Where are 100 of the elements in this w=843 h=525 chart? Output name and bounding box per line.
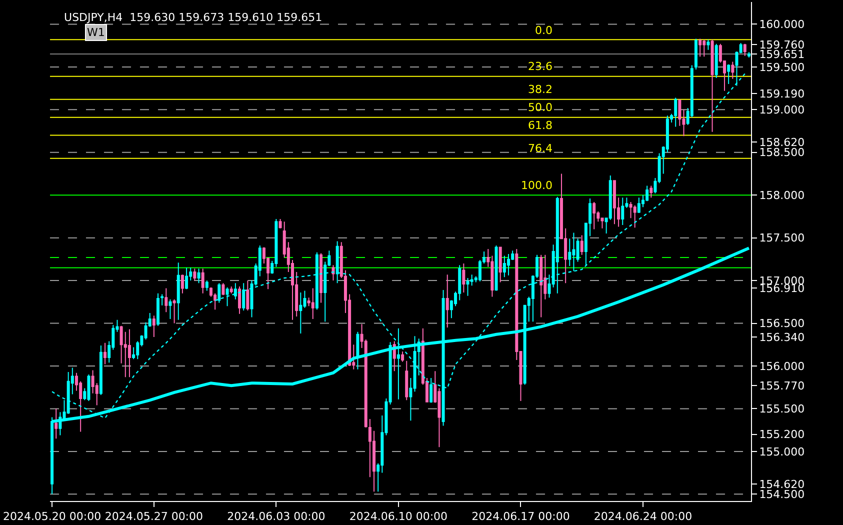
x-tick-label: 2024.06.24 00:00 <box>594 510 692 524</box>
annotation: 100.0 <box>521 179 552 192</box>
annotation: 50.0 <box>528 101 552 114</box>
x-tick-label: 2024.05.27 00:00 <box>104 510 204 524</box>
y-tick-label: 156.000 <box>759 360 805 373</box>
candlestick <box>502 255 506 278</box>
annotation: W1 <box>87 26 105 39</box>
candlestick <box>580 234 584 256</box>
candlestick <box>54 408 58 440</box>
candlestick <box>128 328 131 378</box>
annotation: 23.6 <box>528 60 552 73</box>
candlestick <box>315 252 318 310</box>
candlestick <box>731 61 734 80</box>
x-tick-label: 2024.06.17 00:00 <box>472 510 570 524</box>
candlestick <box>168 298 172 320</box>
annotation: 38.2 <box>528 83 552 96</box>
candlestick <box>540 254 543 318</box>
candlestick <box>242 282 246 311</box>
candlestick <box>462 262 466 294</box>
candlestick <box>185 267 188 290</box>
text: USDJPY,H4 159.630 159.673 159.610 159.651 <box>64 10 322 24</box>
candlestick <box>706 39 710 50</box>
candlestick <box>401 350 404 362</box>
candlestick <box>674 97 678 128</box>
candlestick <box>66 371 70 414</box>
candlestick <box>336 240 339 284</box>
candlestick <box>320 252 323 304</box>
y-tick-label: 155.200 <box>759 428 805 442</box>
candlestick <box>710 39 714 132</box>
candlestick <box>637 197 640 214</box>
candlestick <box>698 38 702 58</box>
y-tick-label: 155.770 <box>759 380 805 392</box>
candlestick <box>201 268 204 294</box>
y-tick-label: 156.500 <box>759 317 805 330</box>
y-tick-label: 160.000 <box>759 18 805 32</box>
candlestick <box>205 280 208 292</box>
candlestick <box>180 274 184 294</box>
candlestick <box>747 52 750 58</box>
candlestick <box>356 331 360 370</box>
y-tick-label: 159.190 <box>759 87 805 100</box>
x-tick-label: 2024.06.03 00:00 <box>227 510 326 524</box>
annotation: 61.8 <box>528 119 552 132</box>
candlestick <box>633 204 636 228</box>
candlestick <box>466 277 470 296</box>
annotation: 0.0 <box>535 24 552 37</box>
y-tick-label: 158.620 <box>759 136 805 149</box>
candlestick <box>99 344 102 396</box>
y-tick-label: 157.500 <box>759 232 805 245</box>
candlestick <box>311 288 314 320</box>
y-tick-label: 155.500 <box>759 402 805 416</box>
candlestick <box>405 360 408 401</box>
candlestick <box>299 292 302 334</box>
candlestick <box>176 262 180 320</box>
candlestick <box>702 39 706 58</box>
candlestick <box>246 280 250 311</box>
candlestick <box>556 196 559 294</box>
y-tick-label: 156.910 <box>759 282 805 296</box>
y-tick-label: 158.500 <box>759 146 805 160</box>
y-tick-label: 159.500 <box>759 60 805 74</box>
candlestick <box>430 377 433 404</box>
candlestick <box>222 282 225 296</box>
candlestick <box>694 38 698 70</box>
candlestick <box>498 246 502 283</box>
candlestick <box>278 218 282 229</box>
candlestick <box>621 197 624 226</box>
candlestick <box>234 282 237 300</box>
y-tick-label: 159.000 <box>759 104 805 117</box>
candlestick <box>87 374 90 402</box>
y-tick-label: 159.651 <box>759 48 805 61</box>
candlestick <box>714 43 718 79</box>
candlestick <box>592 201 596 230</box>
candlestick <box>226 286 229 307</box>
candlestick <box>197 268 200 284</box>
candlestick <box>743 43 746 56</box>
candlestick <box>160 294 164 306</box>
candlestick <box>396 328 400 400</box>
candlestick <box>572 232 576 272</box>
candlestick <box>650 185 653 198</box>
candlestick <box>230 286 233 294</box>
candlestick <box>152 315 156 338</box>
candlestick <box>507 254 510 276</box>
annotation: 76.4 <box>528 142 552 155</box>
candlestick <box>156 292 160 326</box>
candlestick <box>446 274 449 328</box>
candlestick <box>238 286 242 314</box>
candlestick <box>104 342 107 365</box>
y-tick-label: 154.500 <box>759 488 805 502</box>
x-tick-label: 2024.06.10 00:00 <box>349 510 448 524</box>
candlestick <box>612 180 616 225</box>
candlestick <box>332 264 335 282</box>
y-tick-label: 156.340 <box>759 330 805 344</box>
y-tick-label: 158.000 <box>759 188 805 202</box>
x-tick-label: 2024.05.20 00:00 <box>2 510 102 524</box>
candlestick <box>727 64 730 85</box>
y-tick-label: 155.000 <box>759 445 805 458</box>
candlestick <box>164 288 168 313</box>
candlestick <box>193 268 196 282</box>
candlestick <box>494 245 498 292</box>
candlestick <box>172 298 176 324</box>
candlestick <box>218 282 221 304</box>
